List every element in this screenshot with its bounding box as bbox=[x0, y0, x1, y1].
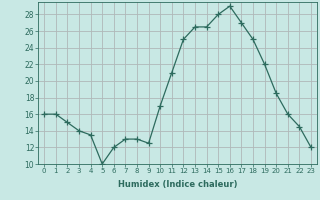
X-axis label: Humidex (Indice chaleur): Humidex (Indice chaleur) bbox=[118, 180, 237, 189]
